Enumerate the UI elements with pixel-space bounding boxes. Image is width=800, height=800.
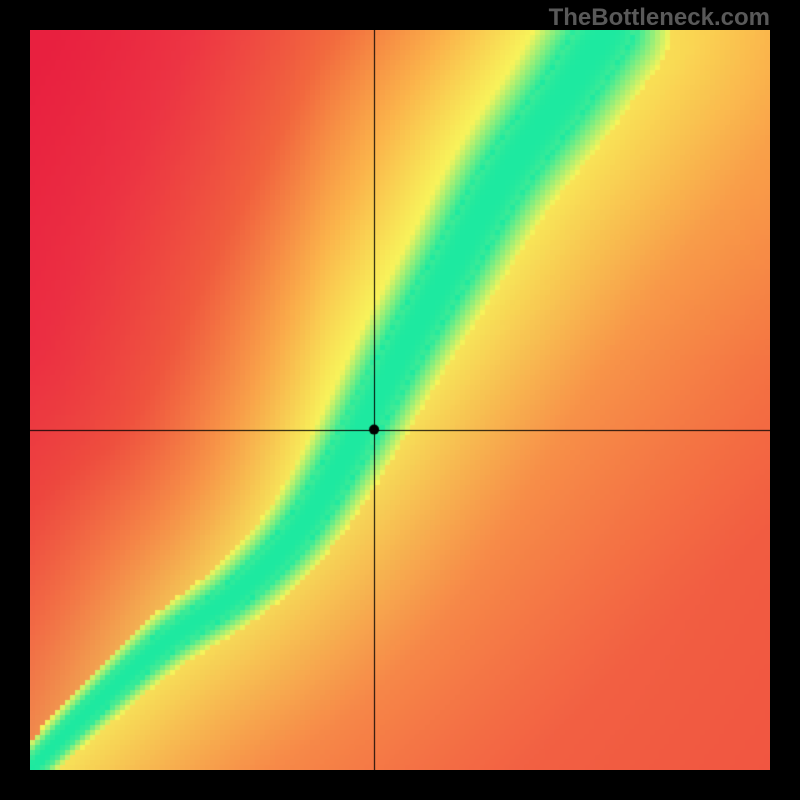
heatmap-canvas (30, 30, 770, 770)
watermark-text: TheBottleneck.com (549, 4, 770, 32)
chart-container: TheBottleneck.com (0, 0, 800, 800)
